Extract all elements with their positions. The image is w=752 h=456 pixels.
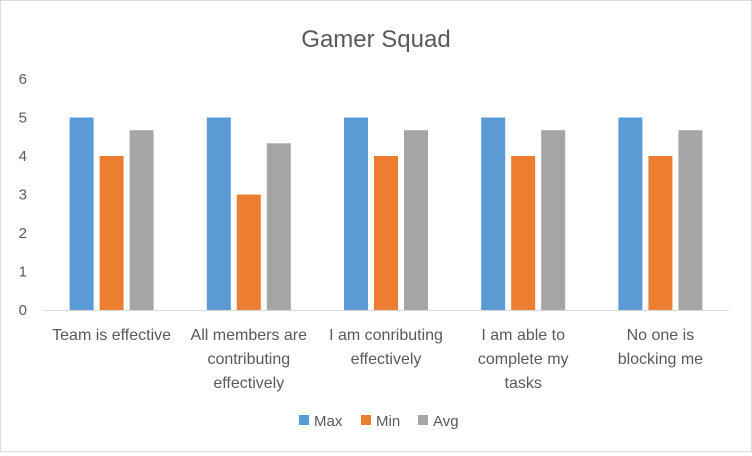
bar-min-2 [236,194,261,310]
y-tick-label: 3 [19,187,27,204]
y-tick-label: 4 [19,148,27,165]
legend: Max Min Avg [299,413,459,430]
bar-max-1 [69,117,94,310]
bar-avg-4 [541,130,566,310]
x-tick-label: I am conributing [329,327,443,344]
y-tick-label: 2 [19,225,27,242]
y-axis: 0 1 2 3 4 5 6 [19,71,27,319]
y-tick-label: 0 [19,302,27,319]
chart-title: Gamer Squad [301,26,450,53]
bar-min-4 [511,156,536,310]
bar-min-3 [374,156,398,310]
x-tick-label: contributing [207,351,290,368]
legend-swatch-min [361,415,371,425]
y-tick-label: 6 [19,71,27,88]
y-tick-label: 1 [19,264,27,281]
x-tick-label: No one is [627,327,695,344]
x-tick-label: Team is effective [52,327,171,344]
bar-avg-1 [129,130,154,310]
y-tick-label: 5 [19,110,27,127]
bar-max-3 [344,117,368,310]
bar-min-5 [648,156,673,310]
x-tick-label: tasks [505,375,542,392]
legend-swatch-avg [418,415,428,425]
bar-avg-3 [404,130,428,310]
bar-max-5 [618,117,643,310]
bar-min-1 [99,156,124,310]
legend-label-min: Min [376,413,400,430]
legend-swatch-max [299,415,309,425]
bar-avg-5 [678,130,703,310]
bars [69,117,703,310]
bar-max-2 [206,117,231,310]
x-tick-label: effectively [351,351,422,368]
bar-avg-2 [266,143,291,310]
legend-label-avg: Avg [433,413,459,430]
x-tick-label: blocking me [618,351,703,368]
x-tick-label: effectively [213,375,284,392]
x-tick-label: All members are [191,327,308,344]
bar-max-4 [481,117,506,310]
x-tick-label: complete my [478,351,569,368]
x-tick-label: I am able to [481,327,565,344]
legend-label-max: Max [314,413,343,430]
x-axis-labels: Team is effective All members are contribu… [52,327,703,392]
